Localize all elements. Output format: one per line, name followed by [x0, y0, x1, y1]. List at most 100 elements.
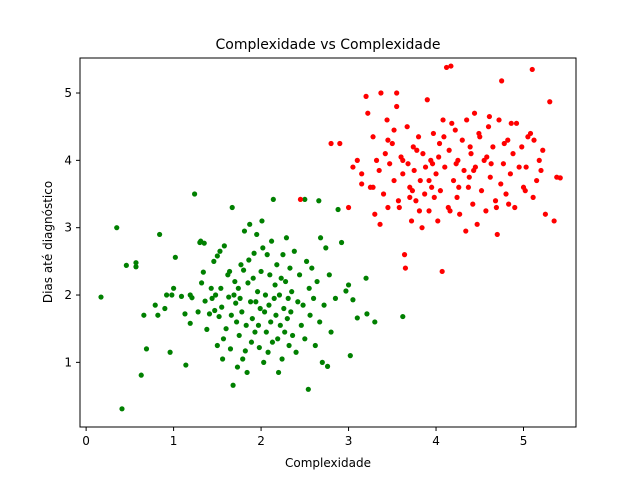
- data-point: [363, 93, 369, 99]
- data-point: [249, 315, 255, 322]
- data-point: [542, 211, 548, 217]
- data-point: [239, 309, 245, 315]
- data-point: [219, 304, 225, 310]
- data-point: [508, 120, 514, 126]
- data-point: [323, 245, 329, 251]
- data-point: [317, 319, 323, 325]
- data-point: [254, 289, 261, 295]
- data-point: [246, 257, 252, 263]
- data-point: [141, 312, 147, 318]
- data-point: [260, 245, 266, 251]
- data-point: [436, 140, 443, 147]
- data-point: [220, 336, 227, 342]
- y-tick-label: 4: [64, 153, 72, 167]
- data-point: [317, 235, 324, 241]
- data-point: [343, 288, 349, 294]
- data-point: [201, 240, 207, 246]
- data-point: [354, 157, 360, 163]
- data-point: [189, 295, 195, 301]
- data-point: [429, 184, 435, 190]
- data-point: [332, 295, 339, 301]
- data-point: [183, 362, 189, 368]
- data-point: [430, 130, 437, 137]
- data-point: [433, 171, 439, 177]
- data-point: [302, 196, 308, 203]
- data-point: [230, 382, 236, 388]
- data-point: [437, 188, 444, 194]
- data-point: [252, 329, 258, 335]
- data-point: [417, 177, 423, 184]
- data-point: [422, 164, 429, 170]
- data-point: [169, 292, 175, 298]
- data-point: [198, 280, 205, 286]
- data-point: [384, 117, 390, 123]
- data-point: [231, 292, 237, 298]
- y-tick-label: 1: [64, 355, 72, 369]
- data-point: [419, 225, 425, 231]
- data-point: [280, 252, 286, 258]
- data-point: [370, 134, 376, 140]
- data-point: [182, 311, 188, 317]
- data-point: [218, 285, 224, 291]
- data-point: [512, 204, 518, 211]
- data-point: [238, 262, 244, 268]
- data-point: [212, 292, 219, 298]
- data-point: [143, 346, 150, 352]
- data-point: [310, 295, 317, 301]
- data-point: [516, 164, 522, 170]
- data-point: [442, 164, 448, 170]
- data-point: [507, 171, 513, 177]
- points-layer: [98, 63, 563, 412]
- data-point: [240, 356, 246, 362]
- data-point: [314, 278, 320, 285]
- data-point: [402, 265, 409, 271]
- data-point: [119, 406, 125, 412]
- data-point: [436, 154, 442, 160]
- data-point: [162, 305, 168, 312]
- data-point: [529, 66, 535, 73]
- data-point: [241, 228, 248, 234]
- data-point: [275, 369, 282, 376]
- data-point: [157, 231, 163, 238]
- data-point: [276, 292, 283, 298]
- data-point: [164, 292, 170, 298]
- data-point: [523, 164, 529, 170]
- data-point: [499, 78, 505, 84]
- y-tick-label: 3: [64, 221, 72, 235]
- data-point: [272, 282, 278, 288]
- data-point: [244, 369, 250, 376]
- data-point: [503, 191, 509, 197]
- data-point: [471, 167, 477, 174]
- data-point: [416, 208, 423, 214]
- y-tick-label: 2: [64, 288, 72, 302]
- data-point: [501, 140, 507, 147]
- data-point: [321, 302, 327, 308]
- data-point: [235, 285, 241, 291]
- data-point: [248, 339, 255, 345]
- data-point: [293, 349, 299, 355]
- data-point: [400, 157, 406, 163]
- data-point: [217, 248, 223, 254]
- data-point: [226, 268, 233, 275]
- y-axis: 1 2 3 4 5: [64, 86, 80, 369]
- data-point: [200, 269, 206, 275]
- data-point: [335, 206, 341, 213]
- data-point: [273, 312, 279, 318]
- data-point: [440, 117, 446, 123]
- data-point: [350, 297, 356, 303]
- data-point: [377, 221, 383, 227]
- data-point: [476, 130, 482, 137]
- data-point: [414, 147, 420, 153]
- data-point: [400, 313, 406, 320]
- data-point: [247, 299, 254, 305]
- data-point: [300, 302, 306, 308]
- data-point: [195, 309, 201, 315]
- data-point: [298, 322, 304, 328]
- data-point: [324, 363, 331, 369]
- data-point: [247, 221, 253, 227]
- data-point: [345, 282, 352, 288]
- data-point: [270, 196, 276, 203]
- data-point: [359, 181, 365, 187]
- data-point: [395, 198, 402, 204]
- data-point: [365, 110, 371, 116]
